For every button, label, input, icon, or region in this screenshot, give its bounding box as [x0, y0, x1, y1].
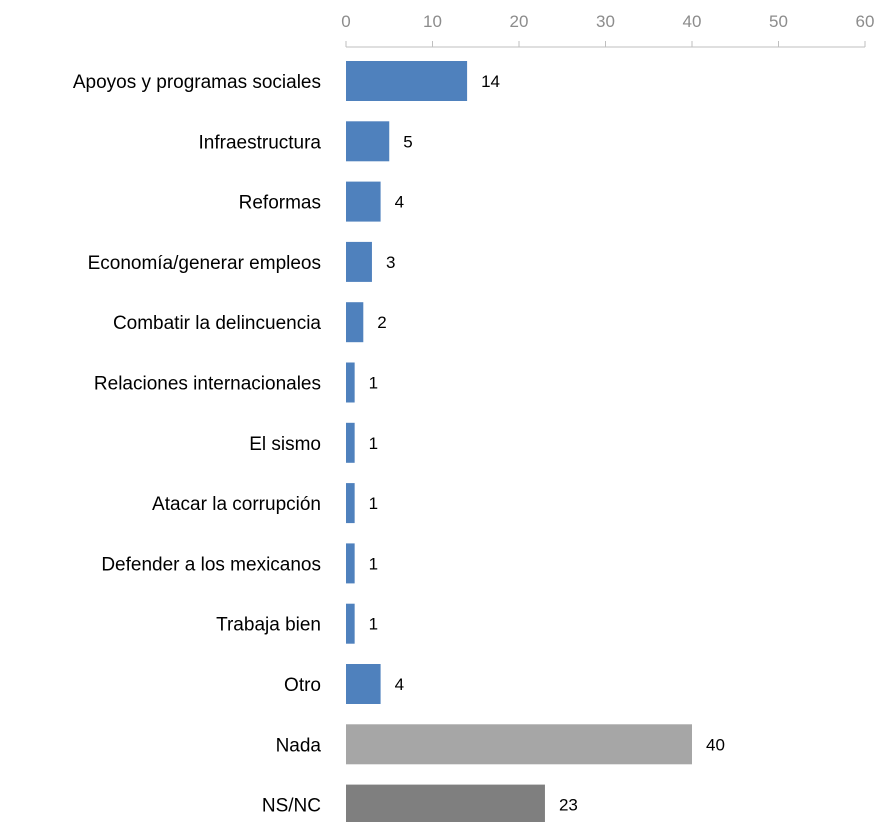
data-label: 1: [369, 615, 378, 634]
bar: [346, 483, 355, 524]
category-label: Infraestructura: [199, 132, 322, 153]
bar: [346, 422, 355, 463]
bars: [346, 61, 692, 822]
data-label: 5: [403, 132, 412, 151]
bar: [346, 181, 381, 222]
data-label: 4: [395, 675, 404, 694]
data-label: 1: [369, 554, 378, 573]
bar: [346, 241, 372, 282]
category-label: Reformas: [239, 193, 321, 214]
category-label: El sismo: [249, 434, 321, 455]
data-label: 14: [481, 72, 500, 91]
data-label: 1: [369, 494, 378, 513]
category-label: Otro: [284, 675, 321, 696]
x-tick-label: 10: [423, 12, 442, 31]
data-label: 40: [706, 735, 725, 754]
x-tick-label: 0: [341, 12, 350, 31]
bar: [346, 603, 355, 644]
x-tick-label: 60: [856, 12, 875, 31]
category-label: Combatir la delincuencia: [113, 313, 321, 334]
category-label: Trabaja bien: [216, 615, 321, 636]
category-label: Nada: [276, 735, 322, 756]
category-label: Apoyos y programas sociales: [73, 72, 321, 93]
data-label: 1: [369, 374, 378, 393]
x-axis: 0 10 20 30 40 50 60: [341, 12, 875, 48]
bar: [346, 664, 381, 704]
data-label: 1: [369, 434, 378, 453]
x-tick-label: 20: [510, 12, 529, 31]
category-label: Economía/generar empleos: [88, 253, 321, 274]
data-label: 4: [395, 193, 404, 212]
category-label: NS/NC: [262, 796, 321, 817]
category-label: Defender a los mexicanos: [101, 554, 321, 575]
x-tick-label: 40: [683, 12, 702, 31]
bar: [346, 362, 355, 403]
bar: [346, 302, 364, 343]
data-label: 2: [377, 313, 386, 332]
bar: [346, 121, 390, 162]
x-tick-label: 50: [769, 12, 788, 31]
bar: [346, 724, 692, 765]
bar: [346, 543, 355, 584]
x-tick-label: 30: [596, 12, 615, 31]
category-label: Atacar la corrupción: [152, 494, 321, 515]
bar: [346, 784, 545, 822]
data-label: 3: [386, 253, 395, 272]
category-labels: Apoyos y programas sociales Infraestructu…: [73, 72, 322, 817]
category-label: Relaciones internacionales: [94, 374, 321, 395]
data-label: 23: [559, 796, 578, 815]
bar: [346, 61, 468, 101]
